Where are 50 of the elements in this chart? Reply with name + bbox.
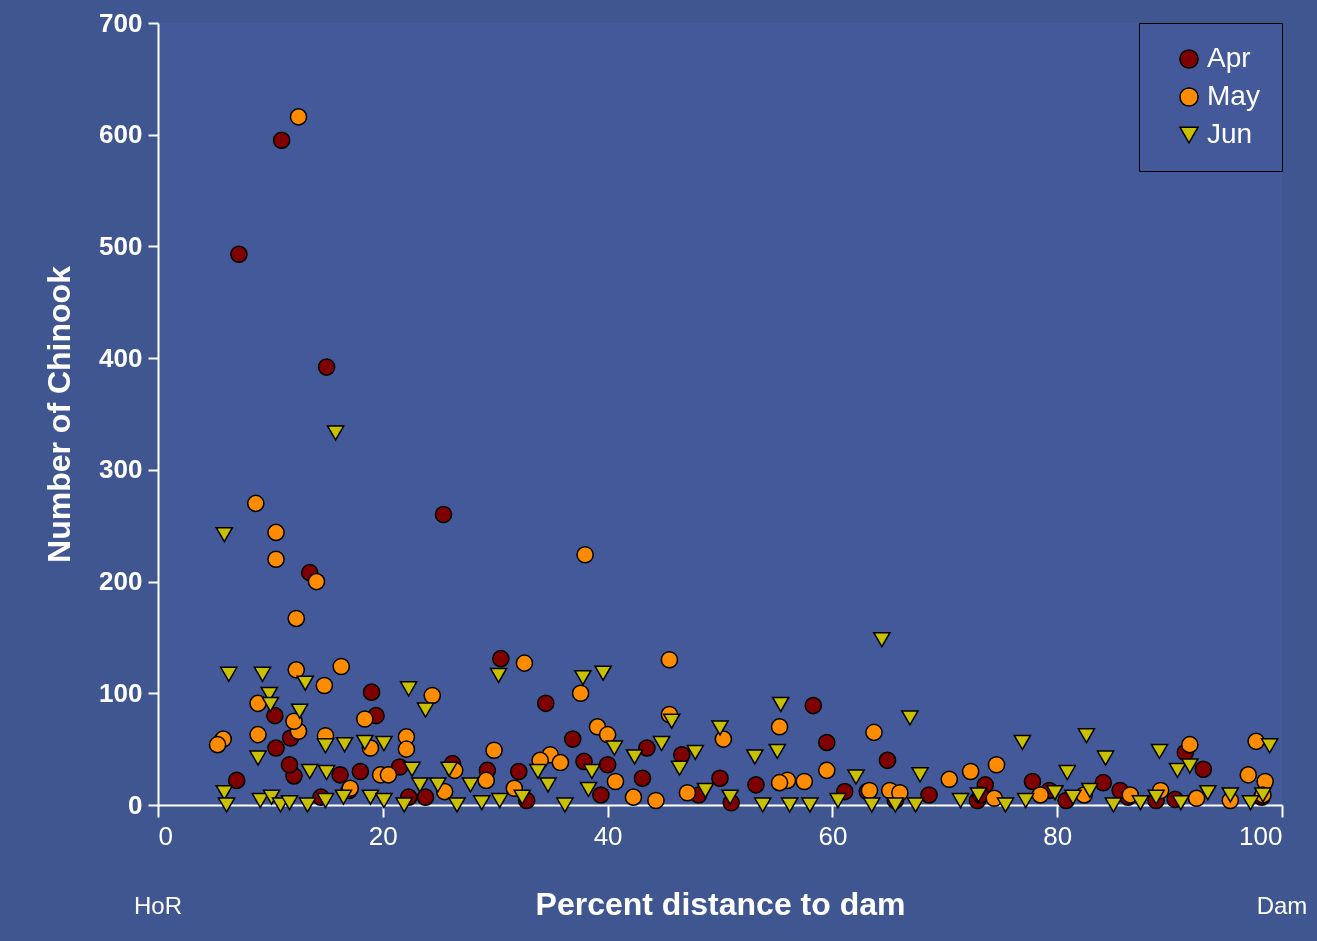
x-tick-label: 80 — [1043, 820, 1073, 851]
point — [633, 769, 652, 787]
point — [1023, 772, 1042, 791]
point — [598, 755, 617, 774]
point — [509, 762, 528, 781]
legend-label: Apr — [1207, 42, 1251, 73]
point — [920, 786, 938, 804]
point — [804, 696, 823, 715]
x-tick-label: 60 — [818, 820, 848, 851]
point — [592, 786, 610, 804]
y-axis-title: Number of Chinook — [41, 265, 78, 563]
x-tick-label: 100 — [1239, 820, 1283, 851]
point — [230, 245, 248, 264]
x-tick-label: 0 — [158, 820, 173, 851]
point — [1094, 773, 1113, 792]
y-tick-label: 700 — [99, 7, 143, 38]
y-tick-label: 100 — [99, 677, 143, 708]
y-tick-label: 500 — [99, 230, 143, 261]
x-tick-label: 40 — [593, 820, 623, 851]
point — [492, 649, 510, 668]
point — [563, 730, 582, 748]
point — [434, 505, 453, 524]
y-tick-label: 0 — [128, 789, 143, 820]
text: Dam — [1256, 892, 1308, 919]
point — [536, 694, 555, 713]
point — [267, 739, 285, 757]
point — [817, 733, 836, 752]
legend-label: Jun — [1207, 118, 1253, 149]
y-tick-label: 200 — [99, 566, 143, 597]
legend-label: May — [1207, 80, 1260, 111]
y-tick-label: 300 — [99, 454, 143, 485]
point — [317, 358, 336, 376]
point — [266, 706, 284, 725]
point — [878, 751, 897, 770]
point — [416, 788, 435, 806]
point — [1194, 760, 1213, 779]
point — [280, 755, 299, 774]
point — [351, 762, 370, 781]
point — [638, 739, 656, 757]
point — [331, 766, 349, 784]
point — [272, 131, 291, 150]
y-tick-label: 600 — [99, 119, 143, 150]
x-tick-label: 20 — [368, 820, 398, 851]
x-axis-title: Percent distance to dam — [535, 885, 906, 922]
y-tick-label: 400 — [99, 342, 143, 373]
point — [711, 769, 729, 787]
point — [747, 776, 765, 794]
text: HoR — [133, 892, 183, 919]
point — [362, 683, 381, 701]
point — [227, 771, 246, 790]
